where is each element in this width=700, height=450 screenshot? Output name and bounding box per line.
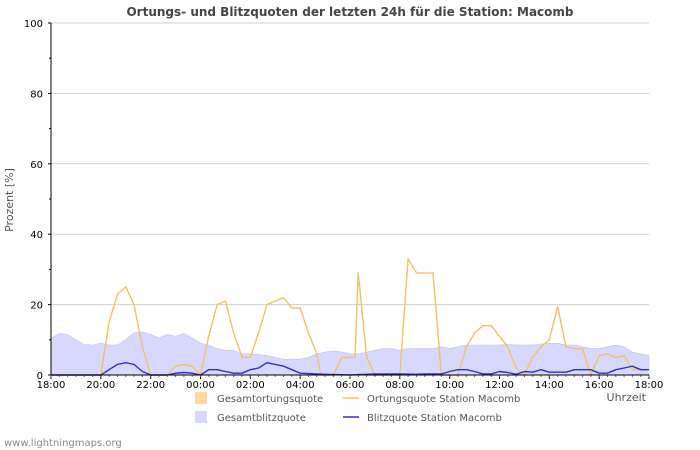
x-tick-label: 22:00 — [136, 380, 165, 391]
chart-title: Ortungs- und Blitzquoten der letzten 24h… — [126, 5, 573, 19]
x-tick-label: 02:00 — [236, 380, 265, 391]
legend-label: Blitzquote Station Macomb — [367, 413, 502, 424]
x-tick-label: 20:00 — [86, 380, 115, 391]
legend-label: Gesamtortungsquote — [217, 394, 323, 405]
y-tick-label: 80 — [30, 89, 43, 100]
y-tick-label: 100 — [24, 19, 43, 30]
y-tick-label: 0 — [37, 371, 43, 382]
x-tick-label: 06:00 — [336, 380, 365, 391]
x-axis-label: Uhrzeit — [607, 391, 647, 404]
grid — [51, 22, 649, 306]
y-tick-label: 60 — [30, 160, 43, 171]
plot-area — [50, 258, 650, 376]
x-tick-label: 16:00 — [585, 380, 614, 391]
y-tick-label: 40 — [30, 230, 43, 241]
y-axis-label: Prozent [%] — [3, 168, 16, 232]
x-tick-label: 18:00 — [635, 380, 664, 391]
x-tick-label: 10:00 — [435, 380, 464, 391]
x-tick-label: 08:00 — [385, 380, 414, 391]
legend-swatch-gesamtortung — [195, 392, 207, 404]
x-tick-label: 14:00 — [535, 380, 564, 391]
legend-label: Gesamtblitzquote — [217, 413, 306, 424]
series-gesamtblitzquote-area — [50, 331, 650, 376]
series-blitzquote-station-line — [51, 362, 649, 376]
legend-swatch-gesamtblitz — [195, 411, 207, 423]
legend-label: Ortungsquote Station Macomb — [367, 394, 520, 405]
legend: Gesamtortungsquote Ortungsquote Station M… — [195, 392, 520, 424]
x-tick-label: 00:00 — [186, 380, 215, 391]
axes: 0 20 40 60 80 100 18:00 20:00 22:00 00:00 02:00 04:… — [24, 19, 664, 391]
x-tick-label: 04:00 — [286, 380, 315, 391]
footer-credit: www.lightningmaps.org — [4, 438, 122, 449]
y-tick-label: 20 — [30, 301, 43, 312]
x-tick-label: 18:00 — [37, 380, 66, 391]
x-tick-label: 12:00 — [485, 380, 514, 391]
